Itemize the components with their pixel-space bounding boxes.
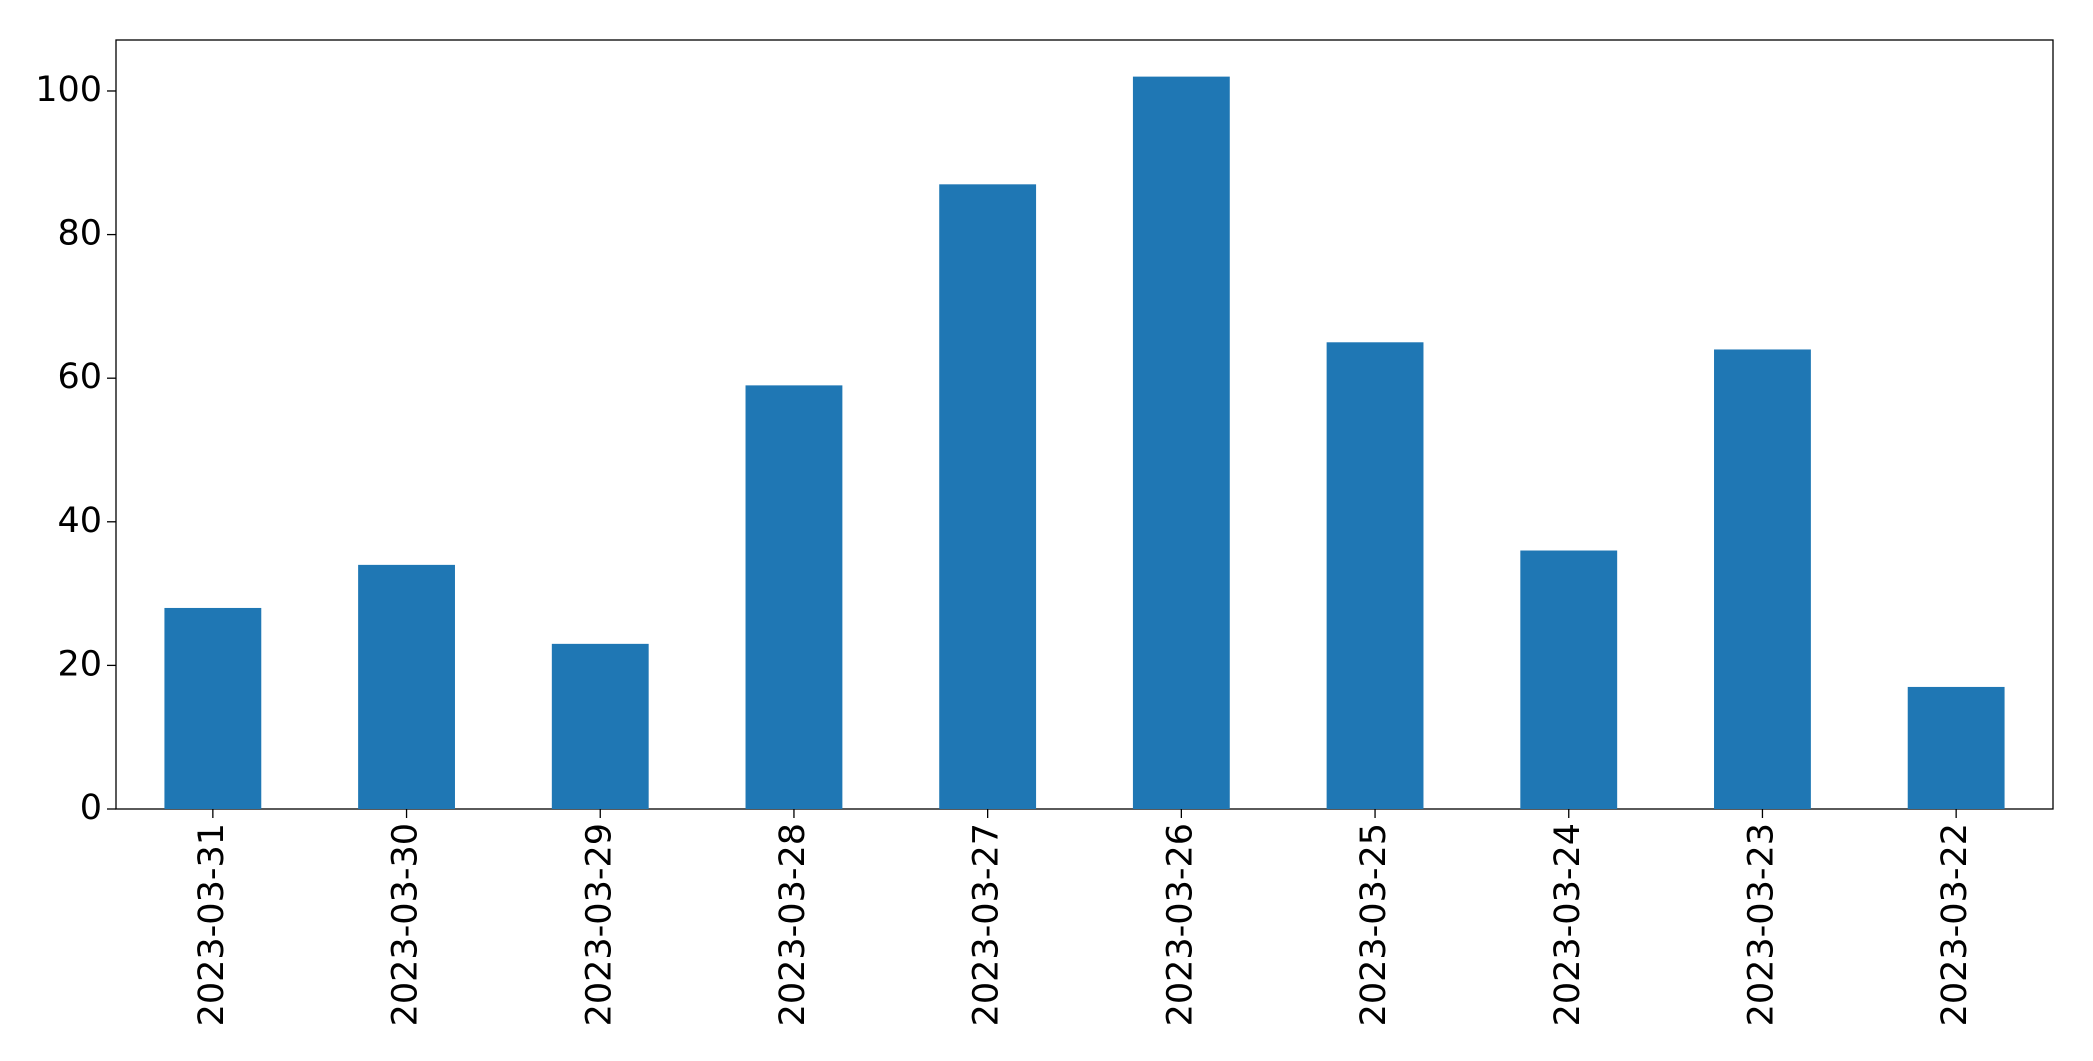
bar xyxy=(358,564,455,809)
x-tick-label: 2023-03-28 xyxy=(773,823,813,1026)
y-tick-label: 100 xyxy=(35,70,102,110)
x-tick-label: 2023-03-25 xyxy=(1354,823,1394,1026)
x-tick-label: 2023-03-29 xyxy=(579,823,619,1026)
x-tick-label: 2023-03-31 xyxy=(192,823,232,1026)
x-tick-label: 2023-03-26 xyxy=(1160,823,1200,1026)
y-tick-label: 20 xyxy=(57,644,102,684)
bar xyxy=(1520,550,1618,809)
bar xyxy=(1714,349,1811,809)
bar xyxy=(1132,76,1230,810)
bar xyxy=(745,385,843,809)
x-tick-label: 2023-03-30 xyxy=(386,823,426,1026)
bar xyxy=(1907,686,2005,809)
x-tick-label: 2023-03-27 xyxy=(967,823,1007,1026)
bar xyxy=(939,184,1037,809)
bar xyxy=(1326,342,1424,809)
y-tick-label: 60 xyxy=(57,357,102,397)
axes-frame xyxy=(115,39,2054,810)
x-tick-label: 2023-03-24 xyxy=(1548,823,1588,1026)
y-tick-label: 0 xyxy=(80,788,102,828)
bar xyxy=(164,607,262,809)
y-tick-label: 40 xyxy=(57,501,102,541)
bar xyxy=(551,643,649,809)
x-tick-label: 2023-03-23 xyxy=(1741,823,1781,1026)
y-tick-label: 80 xyxy=(57,214,102,254)
x-tick-label: 2023-03-22 xyxy=(1935,823,1975,1026)
